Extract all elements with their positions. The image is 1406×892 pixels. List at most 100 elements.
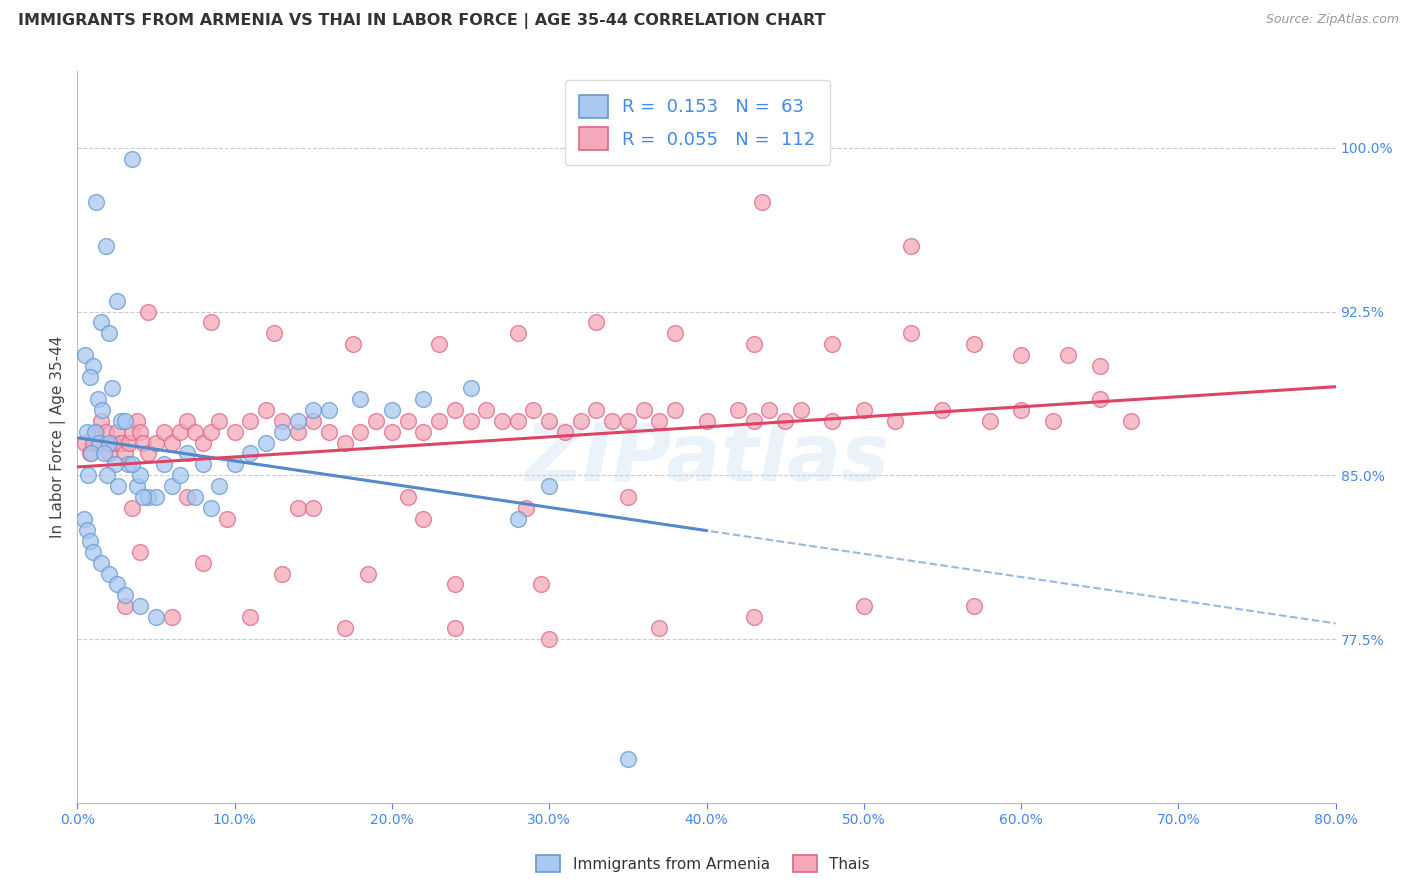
Point — [821, 337, 844, 351]
Point — [538, 414, 561, 428]
Point — [342, 337, 364, 351]
Point — [475, 402, 498, 417]
Point — [169, 425, 191, 439]
Point — [191, 435, 215, 450]
Point — [506, 414, 529, 428]
Point — [396, 414, 419, 428]
Point — [506, 326, 529, 341]
Point — [97, 566, 120, 581]
Point — [302, 414, 325, 428]
Point — [444, 402, 467, 417]
Point — [110, 414, 132, 428]
Point — [538, 479, 561, 493]
Point — [648, 414, 671, 428]
Point — [79, 446, 101, 460]
Point — [105, 577, 128, 591]
Point — [852, 599, 875, 614]
Text: IMMIGRANTS FROM ARMENIA VS THAI IN LABOR FORCE | AGE 35-44 CORRELATION CHART: IMMIGRANTS FROM ARMENIA VS THAI IN LABOR… — [18, 13, 825, 29]
Point — [444, 621, 467, 635]
Point — [96, 468, 118, 483]
Point — [176, 414, 198, 428]
Point — [412, 425, 434, 439]
Point — [1121, 414, 1143, 428]
Point — [349, 392, 371, 406]
Point — [318, 402, 340, 417]
Point — [91, 402, 114, 417]
Point — [83, 425, 105, 439]
Point — [77, 468, 100, 483]
Point — [105, 425, 128, 439]
Point — [633, 402, 655, 417]
Point — [200, 425, 222, 439]
Point — [184, 490, 207, 504]
Point — [569, 414, 592, 428]
Point — [460, 381, 482, 395]
Point — [153, 458, 176, 472]
Point — [76, 523, 98, 537]
Point — [664, 326, 686, 341]
Legend: R =  0.153   N =  63, R =  0.055   N =  112: R = 0.153 N = 63, R = 0.055 N = 112 — [565, 80, 830, 165]
Point — [254, 435, 277, 450]
Point — [114, 446, 136, 460]
Point — [239, 610, 262, 624]
Point — [97, 435, 120, 450]
Point — [208, 414, 231, 428]
Point — [224, 458, 246, 472]
Point — [751, 195, 773, 210]
Point — [200, 315, 222, 329]
Text: ZIPatlas: ZIPatlas — [524, 420, 889, 498]
Point — [145, 490, 167, 504]
Point — [585, 402, 607, 417]
Point — [366, 414, 388, 428]
Point — [1042, 414, 1064, 428]
Point — [491, 414, 513, 428]
Point — [97, 326, 120, 341]
Point — [75, 435, 97, 450]
Point — [129, 425, 152, 439]
Point — [979, 414, 1001, 428]
Point — [742, 610, 765, 624]
Point — [94, 425, 117, 439]
Point — [145, 610, 167, 624]
Point — [287, 414, 309, 428]
Y-axis label: In Labor Force | Age 35-44: In Labor Force | Age 35-44 — [51, 336, 66, 538]
Point — [80, 446, 103, 460]
Point — [444, 577, 467, 591]
Point — [852, 402, 875, 417]
Point — [963, 337, 986, 351]
Point — [270, 425, 292, 439]
Point — [554, 425, 576, 439]
Point — [900, 326, 922, 341]
Point — [118, 435, 141, 450]
Point — [333, 621, 356, 635]
Point — [1010, 402, 1032, 417]
Point — [121, 425, 143, 439]
Point — [1010, 348, 1032, 362]
Point — [176, 446, 198, 460]
Point — [145, 435, 167, 450]
Point — [114, 599, 136, 614]
Point — [117, 458, 139, 472]
Point — [76, 425, 98, 439]
Point — [900, 239, 922, 253]
Point — [160, 479, 183, 493]
Point — [585, 315, 607, 329]
Point — [75, 348, 97, 362]
Point — [664, 402, 686, 417]
Point — [349, 425, 371, 439]
Point — [127, 414, 149, 428]
Point — [381, 425, 404, 439]
Point — [239, 446, 262, 460]
Point — [84, 195, 107, 210]
Point — [600, 414, 623, 428]
Point — [318, 425, 340, 439]
Point — [270, 566, 292, 581]
Point — [132, 435, 155, 450]
Point — [287, 425, 309, 439]
Point — [84, 425, 107, 439]
Point — [412, 392, 434, 406]
Point — [412, 512, 434, 526]
Point — [90, 556, 112, 570]
Point — [79, 533, 101, 548]
Point — [104, 458, 127, 472]
